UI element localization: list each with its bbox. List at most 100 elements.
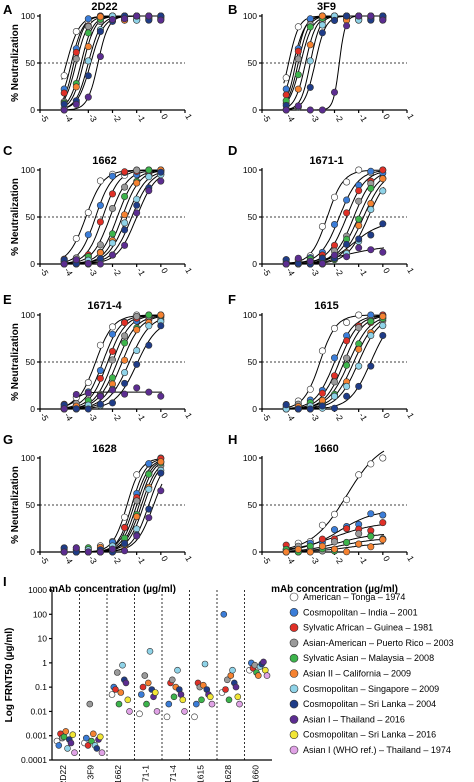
frnt50-point <box>222 686 229 693</box>
data-point <box>306 405 314 413</box>
frnt50-point <box>114 669 121 676</box>
frnt50-point <box>145 679 152 687</box>
frnt50-point <box>225 696 233 704</box>
y-tick-label: 0.1 <box>35 682 47 692</box>
data-point <box>330 510 338 518</box>
data-point <box>121 241 129 249</box>
data-point <box>60 106 68 114</box>
x-tick-label: -3 <box>87 554 100 566</box>
x-tick-label: 0 <box>159 411 170 420</box>
frnt50-point <box>201 660 209 668</box>
frnt50-point <box>69 731 77 739</box>
data-point <box>121 226 129 234</box>
data-point <box>355 324 363 332</box>
data-point <box>282 85 290 93</box>
frnt50-point <box>71 749 78 757</box>
data-point <box>109 386 117 394</box>
frnt50-point <box>261 666 269 674</box>
frnt50-point <box>83 734 90 742</box>
data-point <box>96 366 104 374</box>
frnt50-point <box>174 666 181 674</box>
x-tick-label: -4 <box>284 554 297 566</box>
data-point <box>96 218 104 226</box>
data-point <box>355 530 363 538</box>
data-point <box>306 41 314 49</box>
frnt50-point <box>88 737 95 745</box>
x-tick-label: -1 <box>357 112 370 124</box>
x-tick-label: -1 <box>357 266 370 278</box>
data-point <box>379 175 387 183</box>
panel-A: A 2D22 0 50 100 -5 -4 -3 -2 -1 0 1 % Neutralization <box>3 1 194 124</box>
x-tick-label: -2 <box>333 112 346 124</box>
y-axis-label: % Neutralization <box>10 466 21 544</box>
frnt50-point <box>62 728 70 735</box>
data-point <box>60 405 68 413</box>
data-point <box>367 331 375 339</box>
y-tick-label: 50 <box>248 500 258 510</box>
data-point <box>157 168 165 176</box>
data-point <box>145 322 153 330</box>
x-tick-label: 1 <box>405 554 416 563</box>
x-tick-label: -5 <box>260 112 273 124</box>
x-tick-label: -4 <box>62 266 75 278</box>
x-tick-label: -1 <box>135 266 148 278</box>
data-point <box>84 405 92 413</box>
data-point <box>157 322 165 330</box>
legend-label: Sylvatic Asian – Malaysia – 2008 <box>303 653 434 663</box>
y-tick-label: 0.01 <box>30 706 47 716</box>
panel-title: 1615 <box>314 300 338 312</box>
y-tick-label: 50 <box>26 357 36 367</box>
data-point <box>294 47 302 55</box>
x-tick-label: 1 <box>183 266 194 275</box>
data-point <box>133 471 141 479</box>
data-point <box>84 43 92 51</box>
data-point <box>72 390 80 398</box>
data-point <box>343 196 351 204</box>
data-point <box>330 372 338 380</box>
data-point <box>355 215 363 223</box>
frnt50-point <box>198 696 205 704</box>
data-point <box>121 193 129 201</box>
frnt50-point <box>193 700 200 708</box>
data-point <box>60 548 68 556</box>
panel-title: 1628 <box>92 443 116 455</box>
frnt50-point <box>229 666 236 674</box>
data-point <box>330 16 338 24</box>
data-point <box>343 525 351 533</box>
data-point <box>96 13 104 21</box>
data-point <box>379 322 387 330</box>
data-point <box>294 71 302 79</box>
data-point <box>96 52 104 60</box>
data-point <box>84 548 92 556</box>
panel-letter-D: D <box>228 143 237 158</box>
frnt50-point <box>84 742 92 749</box>
data-point <box>343 22 351 30</box>
data-point <box>282 91 290 99</box>
data-point <box>145 166 153 174</box>
frnt50-point <box>146 647 154 655</box>
category-label: 1660 <box>250 765 260 782</box>
x-axis-label: mAb concentration (µg/ml) <box>271 584 398 595</box>
y-tick-label: 100 <box>243 310 257 320</box>
data-point <box>133 346 141 354</box>
data-point <box>379 248 387 256</box>
data-point <box>133 532 141 540</box>
y-tick-label: 0 <box>30 105 35 115</box>
frnt50-point <box>97 733 104 741</box>
y-tick-label: 0 <box>30 259 35 269</box>
data-point <box>318 260 326 268</box>
data-point <box>330 324 338 332</box>
x-tick-label: -1 <box>135 411 148 423</box>
y-tick-label: 0 <box>252 404 257 414</box>
x-tick-label: -2 <box>333 411 346 423</box>
data-point <box>318 12 326 20</box>
data-point <box>355 362 363 370</box>
panel-title: 1671-4 <box>87 300 122 312</box>
data-point <box>306 542 314 550</box>
data-point <box>343 548 351 556</box>
frnt50-point <box>200 681 207 689</box>
y-tick-label: 100 <box>21 11 35 21</box>
data-point <box>133 312 141 320</box>
frnt50-point <box>191 713 198 721</box>
